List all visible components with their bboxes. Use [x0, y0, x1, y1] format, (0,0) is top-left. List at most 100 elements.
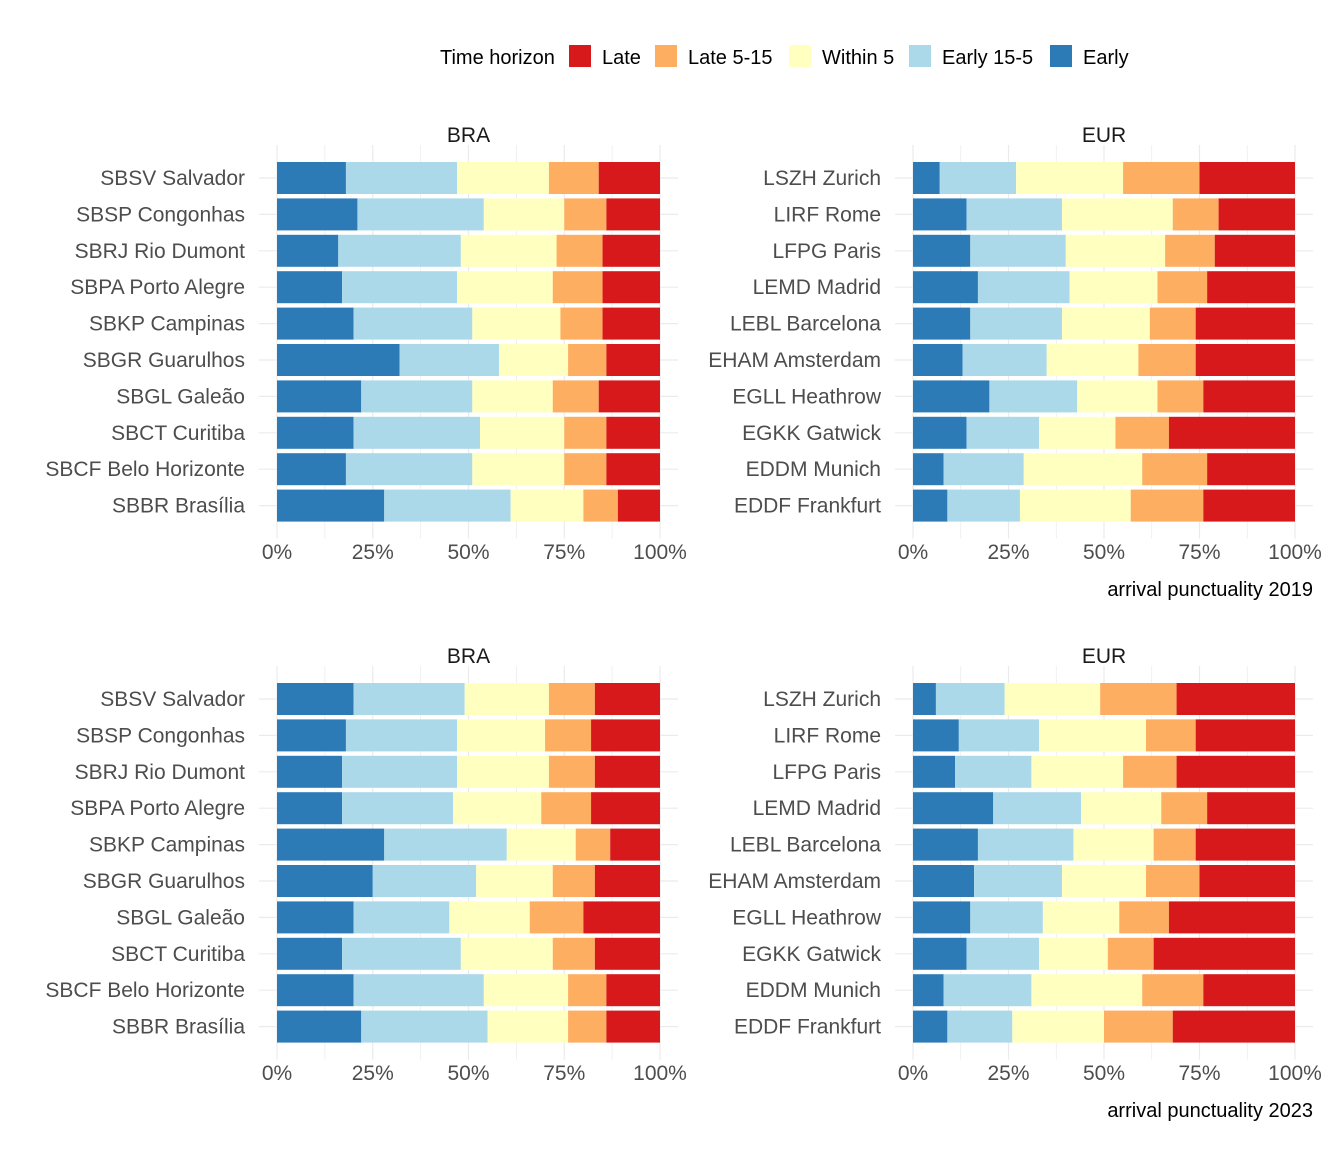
- bar-segment-within-5: [510, 489, 584, 522]
- category-label: SBSP Congonhas: [76, 203, 245, 226]
- x-tick-label: 25%: [987, 541, 1029, 564]
- bar-segment-early: [913, 719, 959, 752]
- legend: Time horizon Late Late 5-15 Within 5 Early …: [440, 45, 1129, 69]
- plot-caption: arrival punctuality 2019: [1107, 579, 1313, 601]
- bar-segment-late-5-15: [541, 792, 592, 825]
- category-label: LIRF Rome: [774, 203, 881, 226]
- bar-segment-early: [913, 937, 967, 970]
- bar-segment-late-5-15: [1142, 974, 1204, 1007]
- bar-segment-late: [1203, 974, 1295, 1007]
- bar-segment-early-15-5: [353, 974, 484, 1007]
- category-label: LEBL Barcelona: [730, 313, 881, 336]
- bar-segment-late: [1168, 901, 1295, 934]
- bar-segment-late: [1195, 307, 1295, 340]
- category-label: EHAM Amsterdam: [708, 349, 881, 372]
- bar-segment-late-5-15: [1157, 380, 1204, 413]
- bar-segment-late-5-15: [552, 865, 595, 897]
- bar-segment-late-5-15: [564, 453, 607, 486]
- panel-0: BRA SBSV Salvador SBSP Congonhas SBRJ Rio D…: [45, 124, 686, 564]
- bar-segment-within-5: [483, 974, 569, 1007]
- bar-segment-late-5-15: [560, 307, 603, 340]
- category-label: SBPA Porto Alegre: [70, 276, 245, 299]
- bar-segment-early: [277, 344, 400, 376]
- bar-segment-within-5: [460, 234, 557, 267]
- bar-segment-early: [277, 162, 346, 194]
- bar-segment-late: [1176, 683, 1295, 715]
- bar-segment-within-5: [479, 416, 565, 449]
- bar-segment-within-5: [1023, 453, 1143, 486]
- bar-segment-within-5: [1073, 828, 1154, 861]
- bar-segment-late: [594, 865, 660, 897]
- bar-segment-early: [277, 937, 343, 970]
- x-tick-label: 25%: [352, 1062, 394, 1085]
- legend-swatch-4: [1050, 45, 1072, 67]
- x-tick-label: 100%: [1268, 1062, 1322, 1085]
- bar-segment-within-5: [506, 828, 576, 861]
- panel-2: BRA SBSV Salvador SBSP Congonhas SBRJ Rio D…: [45, 645, 686, 1085]
- category-label: EHAM Amsterdam: [708, 870, 881, 893]
- bar-segment-early: [913, 755, 956, 788]
- category-label: SBSV Salvador: [100, 167, 245, 190]
- bar-segment-early: [277, 755, 343, 788]
- bar-segment-early-15-5: [342, 937, 461, 970]
- x-tick-label: 0%: [262, 541, 292, 564]
- bar-segment-within-5: [1039, 416, 1116, 449]
- bar-segment-within-5: [487, 1010, 569, 1043]
- bar-segment-late: [602, 271, 660, 304]
- legend-swatch-3: [909, 45, 931, 67]
- bar-segment-late: [606, 974, 660, 1007]
- bar-segment-early-15-5: [353, 416, 480, 449]
- category-label: SBBR Brasília: [112, 495, 245, 518]
- bar-segment-early: [913, 1010, 948, 1043]
- bar-segment-early-15-5: [977, 828, 1074, 861]
- bar-segment-late: [602, 234, 660, 267]
- panels: BRA SBSV Salvador SBSP Congonhas SBRJ Rio D…: [45, 124, 1321, 1122]
- plot-caption: arrival punctuality 2023: [1107, 1100, 1313, 1122]
- bar-segment-early: [913, 380, 990, 413]
- bar-segment-early-15-5: [958, 719, 1040, 752]
- bar-segment-late-5-15: [1130, 489, 1204, 522]
- bar-segment-within-5: [460, 937, 553, 970]
- bar-segment-late: [1199, 865, 1295, 897]
- bar-segment-early-15-5: [974, 865, 1062, 897]
- bar-segment-early-15-5: [345, 719, 458, 752]
- bar-segment-within-5: [457, 162, 549, 194]
- category-label: SBKP Campinas: [89, 313, 245, 336]
- bar-segment-late: [1176, 755, 1295, 788]
- legend-swatch-0: [569, 45, 591, 67]
- bar-segment-late-5-15: [1149, 307, 1196, 340]
- bar-segment-early: [913, 865, 975, 897]
- x-tick-label: 50%: [447, 1062, 489, 1085]
- bar-segment-late-5-15: [1100, 683, 1177, 715]
- bar-segment-late-5-15: [1115, 416, 1169, 449]
- x-tick-label: 75%: [543, 1062, 585, 1085]
- bar-segment-early-15-5: [342, 755, 458, 788]
- bar-segment-late-5-15: [548, 683, 595, 715]
- category-label: SBGL Galeão: [116, 385, 245, 408]
- bar-segment-within-5: [453, 792, 542, 825]
- bar-segment-early-15-5: [342, 271, 458, 304]
- bar-segment-late-5-15: [1172, 198, 1219, 231]
- bar-segment-late: [1168, 416, 1295, 449]
- bar-segment-within-5: [472, 453, 565, 486]
- bar-segment-late-5-15: [1138, 344, 1196, 376]
- legend-title: Time horizon: [440, 47, 555, 69]
- bar-segment-within-5: [472, 307, 561, 340]
- bar-segment-late: [1172, 1010, 1295, 1043]
- bar-segment-early-15-5: [361, 380, 473, 413]
- bar-segment-late: [602, 307, 660, 340]
- panel-1: EUR LSZH Zurich LIRF Rome LFPG Paris LEMD Ma…: [708, 124, 1322, 601]
- bar-segment-within-5: [1012, 1010, 1104, 1043]
- bar-segment-early: [913, 344, 963, 376]
- bar-segment-early-15-5: [966, 416, 1040, 449]
- category-label: LFPG Paris: [772, 240, 881, 263]
- bar-segment-within-5: [499, 344, 569, 376]
- bar-segment-late-5-15: [564, 416, 607, 449]
- legend-label-1: Late 5-15: [688, 47, 773, 69]
- bar-segment-within-5: [1061, 307, 1150, 340]
- bar-segment-early: [277, 683, 354, 715]
- bar-segment-late-5-15: [556, 234, 603, 267]
- bar-segment-late: [1207, 792, 1295, 825]
- bar-segment-late-5-15: [1146, 865, 1200, 897]
- facet-title: EUR: [1082, 124, 1126, 147]
